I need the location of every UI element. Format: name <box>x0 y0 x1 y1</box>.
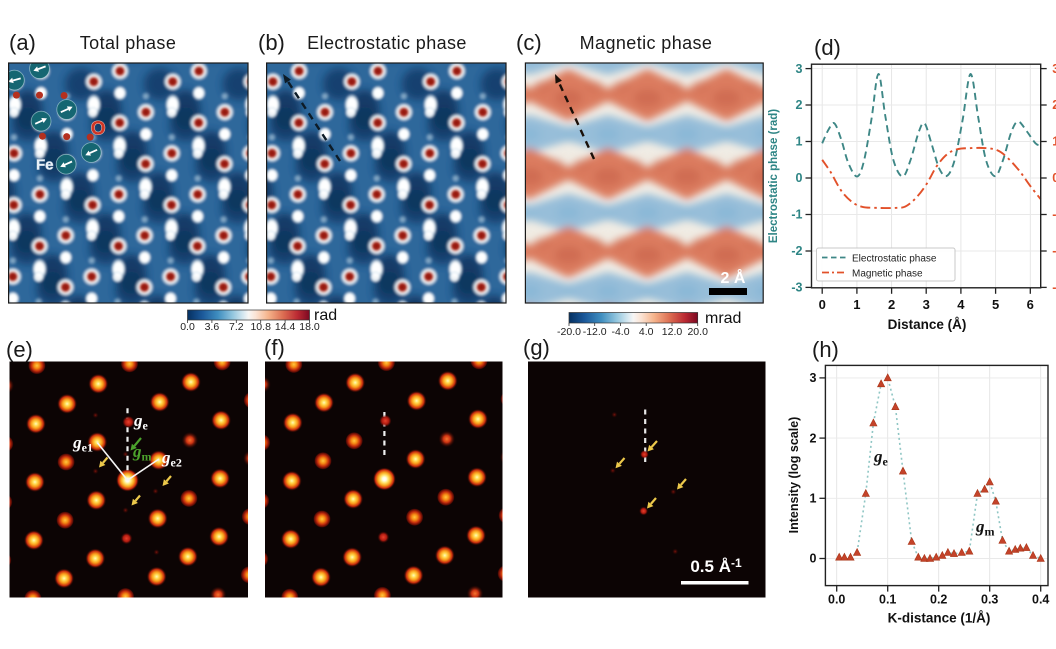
svg-text:-2: -2 <box>1052 244 1056 258</box>
svg-text:12.0: 12.0 <box>662 326 683 338</box>
svg-text:-12.0: -12.0 <box>583 326 607 338</box>
svg-text:0.3: 0.3 <box>981 593 998 607</box>
svg-text:-2: -2 <box>791 244 802 258</box>
svg-text:1: 1 <box>853 297 860 312</box>
svg-text:0.5 Å-1: 0.5 Å-1 <box>690 556 742 576</box>
svg-text:0.0: 0.0 <box>828 593 845 607</box>
svg-text:Total phase: Total phase <box>80 33 176 53</box>
svg-text:Distance (Å): Distance (Å) <box>888 317 967 332</box>
svg-text:14.4: 14.4 <box>275 321 296 333</box>
svg-text:5: 5 <box>992 297 999 312</box>
svg-text:0: 0 <box>809 552 816 566</box>
svg-text:Intensity (log scale): Intensity (log scale) <box>787 417 801 534</box>
svg-text:0.2: 0.2 <box>930 593 947 607</box>
svg-text:0.0: 0.0 <box>180 321 195 333</box>
svg-text:6: 6 <box>1027 297 1034 312</box>
svg-text:(h): (h) <box>812 337 839 362</box>
svg-text:3: 3 <box>923 297 930 312</box>
svg-text:Fe: Fe <box>36 157 54 174</box>
svg-text:18.0: 18.0 <box>299 321 320 333</box>
svg-text:7.2: 7.2 <box>229 321 244 333</box>
svg-text:Magnetic phase: Magnetic phase <box>580 33 713 53</box>
svg-text:1: 1 <box>1052 135 1056 149</box>
svg-text:(g): (g) <box>523 335 550 360</box>
svg-text:-3: -3 <box>1052 281 1056 295</box>
svg-text:O: O <box>91 119 106 140</box>
svg-text:0.4: 0.4 <box>1032 593 1049 607</box>
svg-text:K-distance (1/Å): K-distance (1/Å) <box>888 611 991 626</box>
svg-text:-4.0: -4.0 <box>611 326 629 338</box>
svg-text:3: 3 <box>1052 62 1056 76</box>
svg-text:3: 3 <box>796 62 803 76</box>
svg-text:2 Å: 2 Å <box>721 268 746 287</box>
svg-text:0: 0 <box>1052 171 1056 185</box>
svg-text:10.8: 10.8 <box>250 321 271 333</box>
svg-text:rad: rad <box>314 307 337 324</box>
svg-text:0: 0 <box>819 297 826 312</box>
svg-text:2: 2 <box>796 98 803 112</box>
svg-text:2: 2 <box>809 431 816 445</box>
svg-text:20.0: 20.0 <box>687 326 708 338</box>
svg-text:0: 0 <box>796 171 803 185</box>
svg-text:2: 2 <box>1052 98 1056 112</box>
svg-text:Electrostatic phase: Electrostatic phase <box>307 33 467 53</box>
svg-text:Magnetic phase: Magnetic phase <box>852 269 923 280</box>
svg-text:1: 1 <box>809 492 816 506</box>
svg-text:2: 2 <box>888 297 895 312</box>
svg-text:1: 1 <box>796 135 803 149</box>
svg-text:Electrostatic phase (rad): Electrostatic phase (rad) <box>768 109 780 243</box>
svg-text:(b): (b) <box>258 30 285 55</box>
svg-text:(d): (d) <box>814 35 841 60</box>
svg-text:3: 3 <box>809 371 816 385</box>
svg-text:(f): (f) <box>264 335 285 360</box>
svg-text:(c): (c) <box>516 30 542 55</box>
svg-text:0.1: 0.1 <box>879 593 896 607</box>
svg-text:-3: -3 <box>791 281 802 295</box>
svg-text:4: 4 <box>957 297 965 312</box>
svg-text:(e): (e) <box>6 337 33 362</box>
svg-text:3.6: 3.6 <box>205 321 220 333</box>
svg-text:4.0: 4.0 <box>639 326 654 338</box>
svg-text:-1: -1 <box>1052 208 1056 222</box>
svg-text:-1: -1 <box>791 208 802 222</box>
svg-text:Electrostatic phase: Electrostatic phase <box>852 254 937 265</box>
svg-text:(a): (a) <box>9 30 36 55</box>
svg-text:mrad: mrad <box>705 310 741 327</box>
svg-text:-20.0: -20.0 <box>557 326 581 338</box>
